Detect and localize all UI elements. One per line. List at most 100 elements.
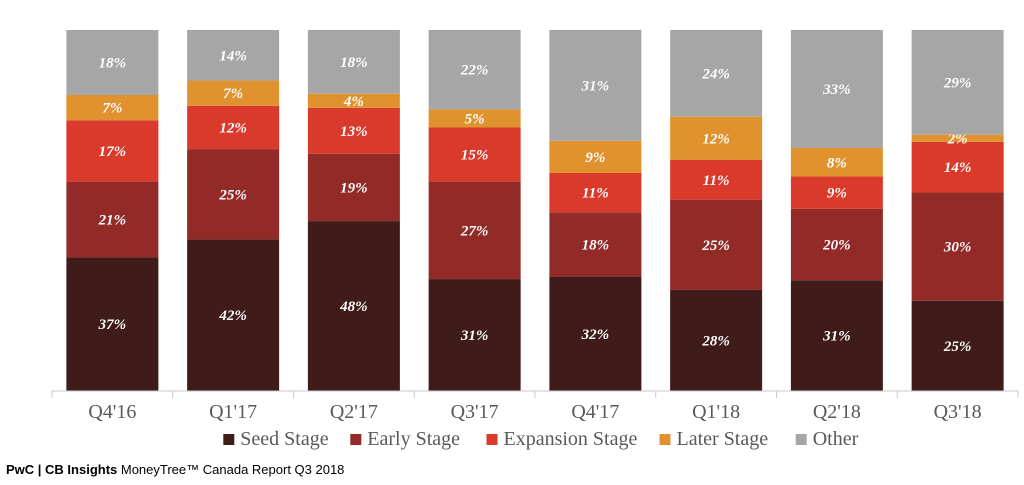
- legend-swatch-seed-stage: [223, 434, 235, 445]
- data-label-later-stage-q3-17: 5%: [465, 111, 485, 127]
- x-tick-label-q3-17: Q3'17: [451, 401, 499, 423]
- data-label-other-q2-18: 33%: [822, 82, 851, 98]
- data-label-other-q3-18: 29%: [943, 75, 972, 91]
- bar-segment-early-stage-q4-17: [549, 212, 642, 277]
- bar-segment-seed-stage-q2-17: [307, 221, 400, 391]
- data-label-expansion-stage-q1-17: 12%: [219, 120, 247, 136]
- bar-segment-later-stage-q2-18: [790, 147, 883, 177]
- data-label-early-stage-q4-17: 18%: [582, 237, 610, 253]
- bars-group: 37% 21% 17% 7% 18% 42% 25% 12% 7% 14% 48% 19% 13% 4% 1…: [66, 30, 1004, 391]
- bar-segment-expansion-stage-q1-18: [670, 159, 763, 200]
- data-label-later-stage-q1-18: 12%: [702, 131, 730, 147]
- data-label-early-stage-q3-17: 27%: [460, 223, 489, 239]
- bar-segment-seed-stage-q4-16: [66, 257, 159, 391]
- data-label-seed-stage-q1-18: 28%: [701, 333, 730, 349]
- bar-segment-other-q2-17: [307, 30, 400, 94]
- footer-brand: PwC | CB Insights: [6, 462, 118, 477]
- legend-label-later-stage: Later Stage: [677, 428, 769, 450]
- data-label-later-stage-q2-17: 4%: [343, 94, 364, 110]
- legend-label-expansion-stage: Expansion Stage: [504, 428, 638, 450]
- bar-segment-seed-stage-q1-18: [670, 289, 763, 391]
- bar-segment-expansion-stage-q3-18: [911, 141, 1004, 193]
- data-label-early-stage-q2-18: 20%: [822, 237, 851, 253]
- bar-segment-later-stage-q1-18: [670, 116, 763, 160]
- data-label-other-q3-17: 22%: [460, 63, 489, 79]
- bar-segment-later-stage-q1-17: [187, 80, 280, 106]
- bar-segment-other-q1-17: [187, 30, 280, 81]
- footer-report: MoneyTree™ Canada Report Q3 2018: [117, 462, 345, 477]
- data-label-other-q1-17: 14%: [219, 48, 247, 64]
- data-label-seed-stage-q4-17: 32%: [581, 327, 610, 343]
- x-tick-label-q4-17: Q4'17: [571, 401, 619, 423]
- bar-segment-expansion-stage-q1-17: [187, 105, 280, 150]
- data-label-later-stage-q2-18: 8%: [827, 155, 847, 171]
- data-label-expansion-stage-q3-17: 15%: [461, 148, 489, 164]
- source-footer: PwC | CB Insights MoneyTree™ Canada Repo…: [6, 462, 344, 477]
- data-label-early-stage-q4-16: 21%: [98, 213, 127, 229]
- x-tick-label-q1-17: Q1'17: [209, 401, 257, 423]
- bar-segment-seed-stage-q3-18: [911, 300, 1004, 391]
- data-label-later-stage-q1-17: 7%: [223, 86, 243, 102]
- bar-segment-seed-stage-q1-17: [187, 239, 280, 391]
- data-label-seed-stage-q1-17: 42%: [218, 308, 247, 324]
- bar-segment-other-q2-18: [790, 30, 883, 148]
- legend-label-early-stage: Early Stage: [367, 428, 460, 450]
- bar-segment-early-stage-q2-18: [790, 208, 883, 281]
- legend-label-seed-stage: Seed Stage: [240, 428, 328, 450]
- legend-swatch-later-stage: [659, 434, 671, 445]
- data-label-seed-stage-q4-16: 37%: [98, 317, 127, 333]
- bar-segment-later-stage-q4-16: [66, 94, 159, 121]
- bar-segment-early-stage-q1-17: [187, 149, 280, 240]
- data-label-seed-stage-q3-18: 25%: [943, 339, 972, 355]
- bar-segment-later-stage-q3-17: [428, 109, 521, 128]
- bar-segment-later-stage-q3-18: [911, 134, 1004, 142]
- data-label-early-stage-q3-18: 30%: [943, 240, 972, 256]
- bar-segment-seed-stage-q3-17: [428, 279, 521, 391]
- data-label-seed-stage-q3-17: 31%: [460, 328, 489, 344]
- x-tick-labels: Q4'16 Q1'17 Q2'17 Q3'17 Q4'17 Q1'18 Q2'18 Q3'18: [88, 401, 981, 423]
- bar-segment-other-q1-18: [670, 30, 763, 117]
- data-label-later-stage-q4-16: 7%: [102, 101, 122, 117]
- bar-segment-expansion-stage-q4-16: [66, 120, 159, 182]
- x-tick-label-q2-18: Q2'18: [813, 401, 861, 423]
- x-tick-label-q2-17: Q2'17: [330, 401, 378, 423]
- data-label-other-q4-17: 31%: [581, 78, 610, 94]
- legend-swatch-early-stage: [350, 434, 362, 445]
- data-label-other-q4-16: 18%: [99, 55, 127, 71]
- data-label-early-stage-q2-17: 19%: [340, 181, 368, 197]
- bar-segment-later-stage-q4-17: [549, 140, 642, 173]
- legend-swatch-expansion-stage: [486, 434, 498, 445]
- data-label-later-stage-q3-18: 2%: [947, 131, 968, 147]
- bar-segment-expansion-stage-q2-17: [307, 107, 400, 154]
- bar-segment-early-stage-q2-17: [307, 153, 400, 222]
- bar-segment-other-q4-16: [66, 30, 159, 95]
- data-label-expansion-stage-q2-17: 13%: [340, 124, 368, 140]
- data-label-expansion-stage-q4-17: 11%: [582, 186, 609, 202]
- bar-segment-seed-stage-q4-17: [549, 276, 642, 391]
- x-tick-label-q1-18: Q1'18: [692, 401, 740, 423]
- data-label-later-stage-q4-17: 9%: [585, 150, 605, 166]
- data-label-early-stage-q1-17: 25%: [218, 187, 247, 203]
- bar-segment-later-stage-q2-17: [307, 93, 400, 108]
- bar-segment-seed-stage-q2-18: [790, 280, 883, 391]
- legend: Seed Stage Early Stage Expansion Stage Late…: [223, 428, 859, 450]
- stacked-bar-chart: 37% 21% 17% 7% 18% 42% 25% 12% 7% 14% 48% 19% 13% 4% 1…: [51, 30, 1019, 450]
- data-label-seed-stage-q2-18: 31%: [822, 329, 851, 345]
- data-label-other-q2-17: 18%: [340, 55, 368, 71]
- bar-segment-expansion-stage-q4-17: [549, 172, 642, 213]
- bar-segment-early-stage-q1-18: [670, 199, 763, 290]
- bar-segment-other-q3-17: [428, 30, 521, 110]
- bar-segment-early-stage-q3-18: [911, 192, 1004, 301]
- x-tick-marks: [51, 391, 1019, 398]
- data-label-early-stage-q1-18: 25%: [701, 238, 730, 254]
- data-label-expansion-stage-q3-18: 14%: [944, 160, 972, 176]
- x-tick-label-q3-18: Q3'18: [934, 401, 982, 423]
- bar-segment-expansion-stage-q3-17: [428, 127, 521, 182]
- legend-label-other: Other: [813, 428, 859, 450]
- data-label-expansion-stage-q1-18: 11%: [703, 173, 730, 189]
- bar-segment-early-stage-q3-17: [428, 181, 521, 280]
- data-label-expansion-stage-q4-16: 17%: [99, 144, 127, 160]
- x-tick-label-q4-16: Q4'16: [88, 401, 136, 423]
- bar-segment-early-stage-q4-16: [66, 181, 159, 258]
- bar-segment-expansion-stage-q2-18: [790, 176, 883, 209]
